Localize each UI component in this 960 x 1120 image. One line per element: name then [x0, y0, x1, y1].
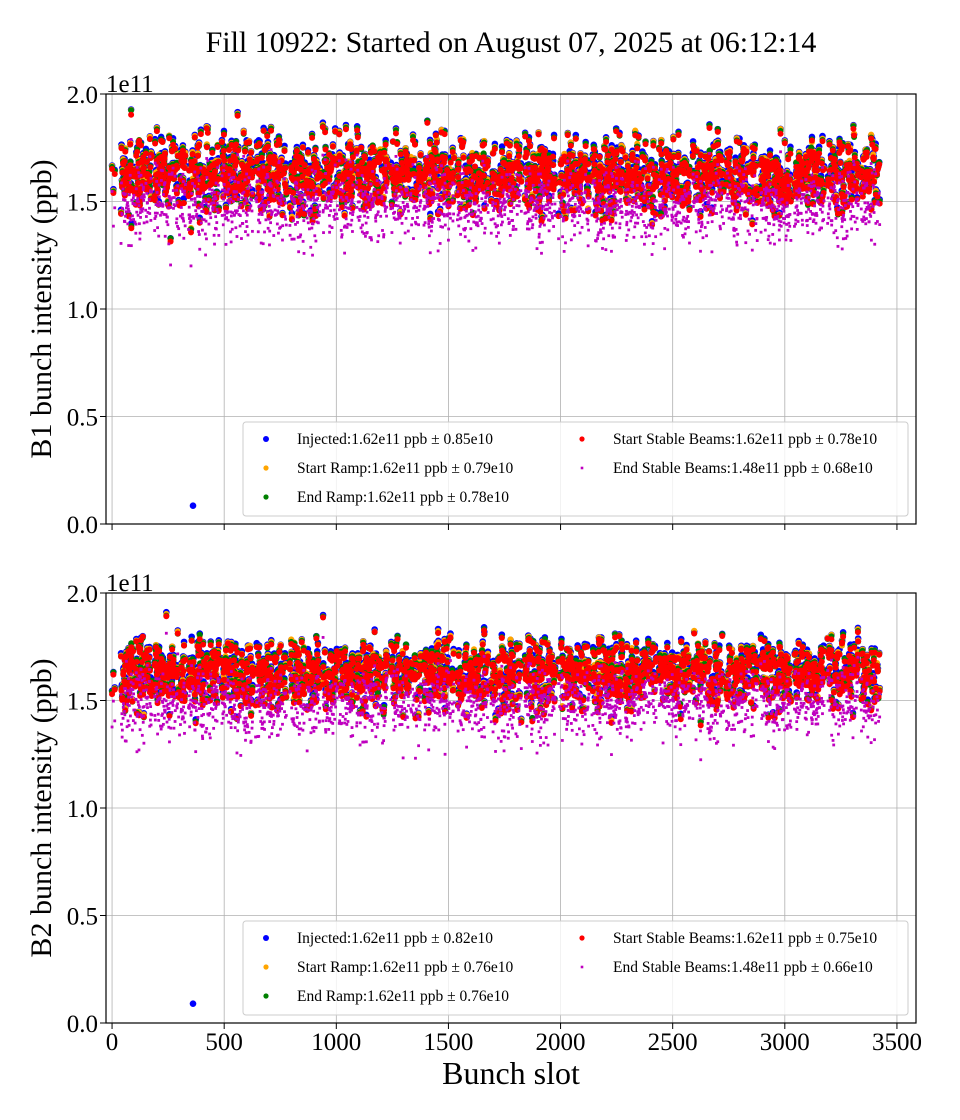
chart-title: Fill 10922: Started on August 07, 2025 a… [206, 26, 817, 59]
y-axis-label: B1 bunch intensity (ppb) [25, 159, 58, 458]
y-tick-label: 1.0 [67, 297, 98, 324]
x-axis-label: Bunch slot [442, 1055, 580, 1091]
figure: Fill 10922: Started on August 07, 2025 a… [0, 0, 960, 1120]
y-tick-label: 0.5 [67, 405, 98, 432]
y-tick-label: 1.5 [67, 190, 98, 217]
y-tick-label: 0.0 [67, 512, 98, 539]
y-tick-label: 2.0 [67, 82, 98, 109]
outlier-point [190, 502, 197, 509]
